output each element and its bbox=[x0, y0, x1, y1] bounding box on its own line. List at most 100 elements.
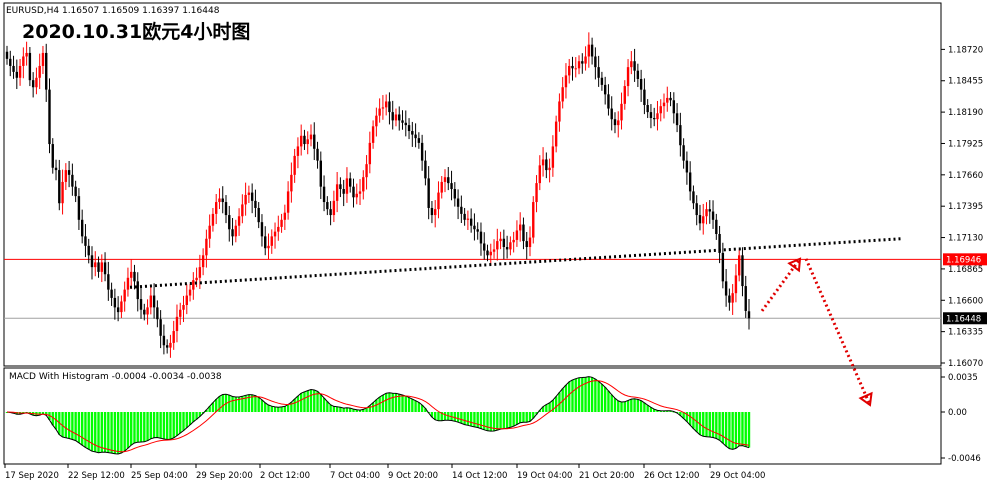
candle-body-bear bbox=[254, 200, 257, 208]
candle-body-bear bbox=[525, 241, 528, 248]
macd-histogram-bar bbox=[744, 412, 747, 447]
candle-body-bull bbox=[309, 134, 313, 140]
macd-histogram-bar bbox=[505, 412, 509, 429]
candle-body-bear bbox=[84, 236, 87, 246]
candle-body-bull bbox=[496, 241, 499, 250]
macd-histogram-bar bbox=[198, 412, 202, 417]
macd-histogram-bar bbox=[554, 396, 558, 412]
macd-histogram-bar bbox=[211, 402, 215, 412]
candle-body-bear bbox=[450, 183, 453, 190]
macd-histogram-bar bbox=[195, 412, 198, 420]
macd-histogram-bar bbox=[649, 407, 653, 412]
candle-body-bull bbox=[587, 44, 591, 57]
candle-body-bull bbox=[734, 275, 738, 294]
candle-body-bear bbox=[51, 144, 54, 168]
macd-histogram-bar bbox=[169, 412, 172, 440]
candle-body-bull bbox=[630, 61, 633, 68]
macd-histogram-bar bbox=[420, 404, 424, 412]
candle-body-bull bbox=[149, 295, 153, 308]
candle-body-bear bbox=[469, 218, 473, 226]
macd-histogram-bar bbox=[636, 399, 640, 412]
candle-body-bear bbox=[571, 65, 574, 69]
time-axis-label: 9 Oct 20:00 bbox=[388, 471, 438, 481]
symbol-ohlc-header: EURUSD,H4 1.16507 1.16509 1.16397 1.1644… bbox=[6, 6, 220, 16]
candle-body-bear bbox=[600, 77, 604, 85]
candle-body-bear bbox=[113, 297, 117, 308]
candle-body-bull bbox=[659, 106, 662, 114]
candle-body-bull bbox=[541, 159, 545, 166]
macd-histogram-bar bbox=[711, 412, 715, 438]
candle-body-bear bbox=[420, 142, 424, 161]
candle-body-bear bbox=[107, 274, 110, 290]
macd-histogram-bar bbox=[228, 395, 231, 412]
macd-histogram-bar bbox=[80, 412, 84, 446]
price-axis-label: 1.17925 bbox=[948, 139, 983, 149]
macd-histogram-bar bbox=[38, 412, 41, 416]
time-axis-label: 29 Sep 20:00 bbox=[196, 471, 253, 481]
candle-body-bear bbox=[257, 207, 260, 223]
macd-histogram-bar bbox=[603, 387, 607, 412]
macd-histogram-bar bbox=[607, 390, 610, 412]
macd-histogram-bar bbox=[175, 412, 179, 436]
candle-body-bear bbox=[649, 112, 653, 119]
macd-histogram-bar bbox=[136, 412, 139, 443]
macd-histogram-bar bbox=[54, 412, 58, 430]
macd-histogram-bar bbox=[430, 412, 434, 418]
candle-body-bear bbox=[590, 44, 594, 57]
candle-body-bear bbox=[5, 51, 9, 59]
macd-histogram-bar bbox=[633, 398, 636, 412]
candle-body-bear bbox=[116, 307, 120, 313]
macd-histogram-bar bbox=[208, 406, 211, 412]
candle-body-bull bbox=[538, 165, 542, 184]
candle-body-bear bbox=[67, 170, 71, 175]
macd-histogram-bar bbox=[682, 412, 685, 419]
price-axis-label: 1.17130 bbox=[948, 234, 983, 244]
arrow-up-head bbox=[787, 257, 802, 273]
candle-body-bear bbox=[633, 61, 636, 71]
macd-histogram-bar bbox=[473, 412, 476, 427]
candle-body-bull bbox=[518, 224, 522, 231]
macd-histogram-bar bbox=[417, 402, 421, 412]
candle-body-bull bbox=[662, 102, 666, 107]
candle-body-bear bbox=[342, 189, 345, 194]
candle-body-bull bbox=[528, 237, 532, 248]
macd-histogram-bar bbox=[342, 408, 345, 412]
macd-histogram-bar bbox=[538, 410, 542, 412]
macd-histogram-bar bbox=[643, 402, 646, 412]
macd-histogram-bar bbox=[64, 412, 68, 438]
macd-histogram-bar bbox=[708, 412, 711, 438]
macd-histogram-bar bbox=[398, 394, 401, 412]
macd-histogram-bar bbox=[368, 405, 372, 412]
candle-body-bear bbox=[316, 148, 319, 161]
candle-body-bull bbox=[130, 271, 133, 278]
macd-histogram-bar bbox=[280, 406, 283, 412]
candle-body-bull bbox=[277, 226, 280, 232]
candle-body-bear bbox=[15, 71, 19, 78]
candle-body-bear bbox=[718, 234, 721, 253]
candle-body-bear bbox=[581, 61, 584, 64]
macd-histogram-bar bbox=[479, 412, 483, 429]
price-axis-label: 1.17660 bbox=[948, 171, 983, 181]
candle-body-bull bbox=[515, 230, 519, 240]
candle-body-bull bbox=[551, 146, 555, 168]
candle-body-bear bbox=[388, 101, 391, 113]
candle-body-bear bbox=[636, 70, 640, 79]
price-axis-label: 1.17395 bbox=[948, 202, 983, 212]
macd-histogram-bar bbox=[303, 391, 306, 412]
macd-histogram-bar bbox=[94, 412, 97, 452]
macd-header: MACD With Histogram -0.0004 -0.0034 -0.0… bbox=[9, 372, 222, 382]
candle-body-bull bbox=[584, 56, 587, 64]
macd-histogram-bar bbox=[747, 412, 751, 448]
candle-body-bull bbox=[244, 194, 247, 205]
macd-histogram-bar bbox=[659, 410, 662, 412]
candle-body-bull bbox=[208, 225, 211, 239]
macd-histogram-bar bbox=[702, 412, 705, 437]
macd-histogram-bar bbox=[77, 412, 81, 443]
candle-body-bull bbox=[705, 209, 708, 217]
candle-body-bear bbox=[103, 262, 107, 275]
macd-histogram-bar bbox=[192, 412, 195, 422]
candle-body-bear bbox=[724, 281, 728, 296]
candle-body-bull bbox=[345, 178, 349, 194]
macd-histogram-bar bbox=[339, 407, 342, 412]
macd-histogram-bar bbox=[67, 412, 71, 439]
